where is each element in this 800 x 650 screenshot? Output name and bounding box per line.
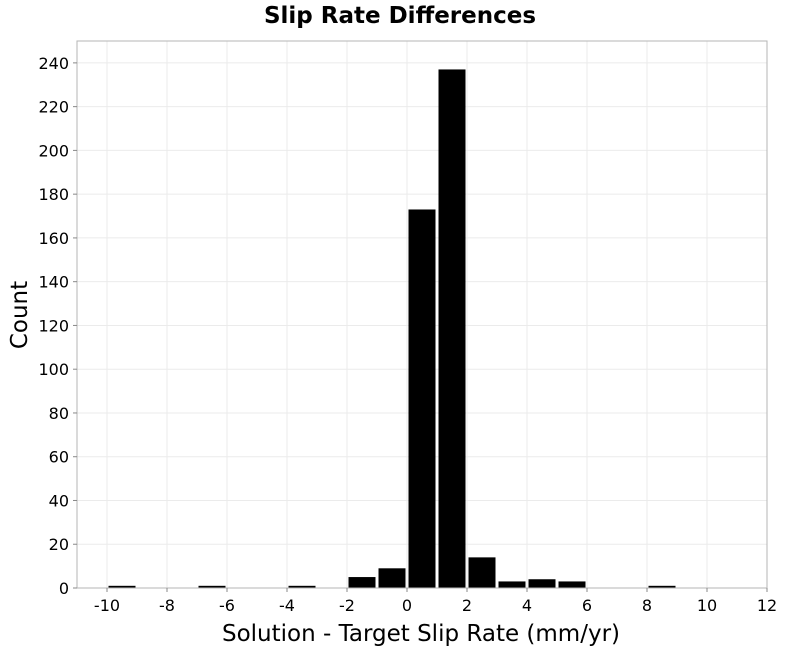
histogram-bar [468,557,496,588]
x-tick-label: 12 [757,596,777,615]
histogram-bar [558,581,586,588]
y-tick-label: 60 [49,448,69,467]
bar-layer [108,69,676,589]
y-tick-label: 80 [49,404,69,423]
x-tick-label: 8 [642,596,652,615]
y-tick-label: 0 [59,579,69,598]
chart-title: Slip Rate Differences [264,3,536,29]
x-tick-label: -2 [339,596,355,615]
y-tick-label: 180 [38,185,69,204]
y-tick-label: 140 [38,273,69,292]
histogram-bar [498,581,526,588]
y-tick-label: 240 [38,54,69,73]
y-axis-label: Count [7,281,33,349]
histogram-bar [198,585,226,588]
x-tick-label: -6 [219,596,235,615]
histogram-bar [348,577,376,588]
x-tick-label: 4 [522,596,532,615]
histogram-bar [378,568,406,588]
y-tick-label: 20 [49,535,69,554]
x-tick-label: 2 [462,596,472,615]
y-tick-label: 100 [38,360,69,379]
histogram-bar [438,69,466,589]
x-tick-label: 6 [582,596,592,615]
y-axis: 0 20 40 60 80 100 120 140 160 180 200 220 240 [38,54,77,598]
x-tick-label: -8 [159,596,175,615]
histogram-bar [648,585,676,588]
x-tick-label: 0 [402,596,412,615]
x-tick-label: -10 [94,596,120,615]
histogram-bar [408,209,436,588]
x-axis: -10 -8 -6 -4 -2 0 2 4 6 8 10 12 [94,588,777,615]
x-tick-label: 10 [697,596,717,615]
x-tick-label: -4 [279,596,295,615]
y-tick-label: 220 [38,98,69,117]
y-tick-label: 200 [38,141,69,160]
histogram-bar [108,585,136,588]
histogram-bar [288,585,316,588]
y-tick-label: 160 [38,229,69,248]
y-tick-label: 40 [49,491,69,510]
y-tick-label: 120 [38,316,69,335]
plot-frame [76,40,768,589]
x-axis-label: Solution - Target Slip Rate (mm/yr) [222,621,620,647]
histogram-bar [528,579,556,588]
